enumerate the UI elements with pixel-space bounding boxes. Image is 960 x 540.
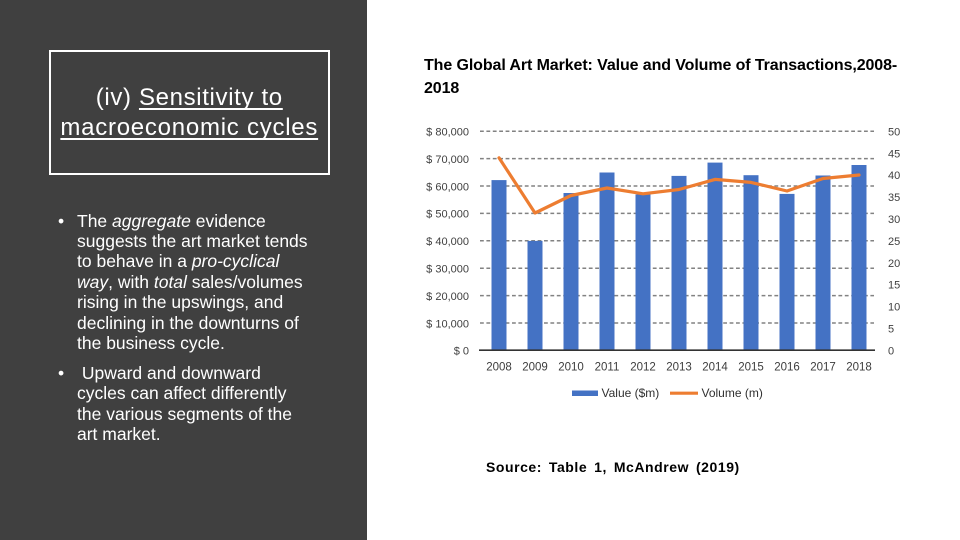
svg-text:$ 40,000: $ 40,000 — [426, 236, 469, 248]
svg-text:$ 80,000: $ 80,000 — [426, 127, 469, 139]
svg-text:$ 50,000: $ 50,000 — [426, 209, 469, 221]
svg-text:Volume (m): Volume (m) — [702, 386, 763, 400]
svg-text:45: 45 — [888, 148, 900, 160]
svg-text:Value ($m): Value ($m) — [602, 386, 660, 400]
svg-text:2013: 2013 — [666, 361, 692, 373]
svg-text:2009: 2009 — [522, 361, 548, 373]
svg-text:2015: 2015 — [738, 361, 764, 373]
svg-text:2010: 2010 — [558, 361, 584, 373]
svg-text:$ 60,000: $ 60,000 — [426, 181, 469, 193]
svg-text:5: 5 — [888, 324, 894, 336]
svg-text:$ 30,000: $ 30,000 — [426, 264, 469, 276]
svg-text:2018: 2018 — [846, 361, 872, 373]
svg-text:50: 50 — [888, 126, 900, 138]
svg-text:10: 10 — [888, 302, 900, 314]
svg-text:2008: 2008 — [486, 361, 512, 373]
svg-text:$ 10,000: $ 10,000 — [426, 318, 469, 330]
svg-text:15: 15 — [888, 280, 900, 292]
svg-text:25: 25 — [888, 236, 900, 248]
svg-text:$ 70,000: $ 70,000 — [426, 154, 469, 166]
svg-text:40: 40 — [888, 170, 900, 182]
svg-text:2011: 2011 — [595, 361, 620, 373]
svg-text:2012: 2012 — [630, 361, 656, 373]
svg-text:2016: 2016 — [774, 361, 800, 373]
svg-text:2014: 2014 — [702, 361, 728, 373]
svg-text:0: 0 — [888, 345, 894, 357]
svg-text:2017: 2017 — [810, 361, 836, 373]
svg-text:$ 0: $ 0 — [454, 345, 469, 357]
svg-text:30: 30 — [888, 214, 900, 226]
svg-text:35: 35 — [888, 192, 900, 204]
svg-text:$ 20,000: $ 20,000 — [426, 291, 469, 303]
svg-text:20: 20 — [888, 258, 900, 270]
